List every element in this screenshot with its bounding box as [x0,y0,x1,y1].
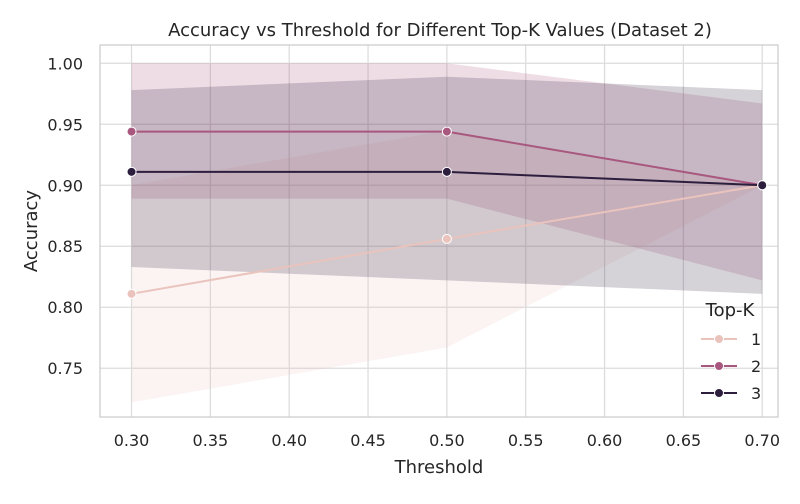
confidence-band-series-1 [131,130,763,403]
x-tick-labels: 0.30 0.35 0.40 0.45 0.50 0.55 0.60 0.65 0.70 [114,431,780,450]
data-point-series-2 [441,126,452,137]
data-point-series-2 [126,126,137,137]
y-tick-labels: 0.75 0.80 0.85 0.90 0.95 1.00 [47,54,83,378]
confidence-band-series-3 [131,76,763,294]
x-tick-label: 0.70 [744,431,780,450]
x-tick-label: 0.65 [666,431,702,450]
legend: Top-K 1 2 3 [701,300,761,403]
plot-background [100,45,778,417]
legend-marker-1 [714,334,724,344]
plot-frame [99,44,779,418]
legend-label-2: 2 [751,357,761,376]
y-tick-label: 0.95 [47,115,83,134]
x-tick-label: 0.30 [114,431,150,450]
data-point-series-1 [126,288,137,299]
y-tick-label: 0.75 [47,359,83,378]
series-points [126,126,768,299]
chart-title: Accuracy vs Threshold for Different Top-… [168,20,712,41]
x-tick-label: 0.35 [193,431,229,450]
y-tick-label: 0.85 [47,237,83,256]
x-tick-label: 0.60 [587,431,623,450]
data-point-series-3 [441,166,452,177]
x-tick-label: 0.55 [508,431,544,450]
data-point-series-3 [757,180,768,191]
legend-label-3: 3 [751,384,761,403]
legend-marker-2 [714,361,724,371]
data-point-series-1 [441,233,452,244]
x-tick-label: 0.50 [429,431,465,450]
y-tick-label: 1.00 [47,54,83,73]
x-axis-label: Threshold [394,457,484,478]
grid [100,45,778,417]
y-axis-label: Accuracy [21,190,42,273]
data-point-series-3 [126,166,137,177]
legend-title: Top-K [705,300,756,321]
legend-marker-3 [714,388,724,398]
y-tick-label: 0.80 [47,298,83,317]
x-tick-label: 0.40 [271,431,307,450]
x-tick-label: 0.45 [350,431,386,450]
y-tick-label: 0.90 [47,176,83,195]
legend-label-1: 1 [751,330,761,349]
